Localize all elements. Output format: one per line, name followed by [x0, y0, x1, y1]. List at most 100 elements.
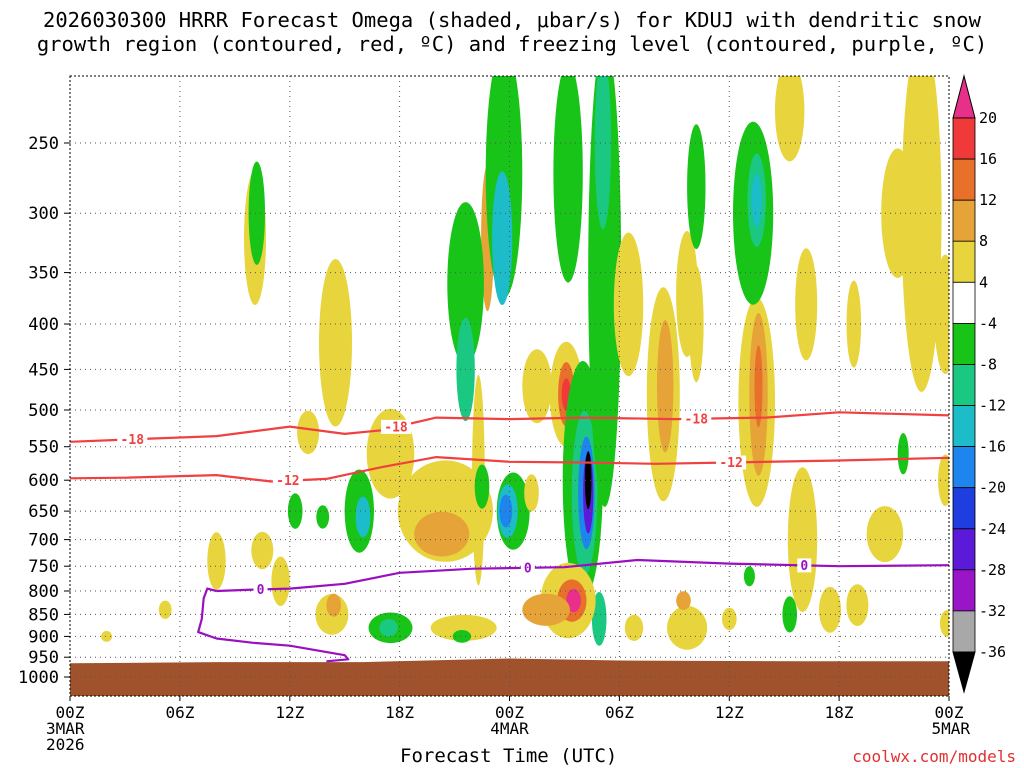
colorbar-label: -32 — [979, 602, 1006, 620]
y-tick-label: 500 — [28, 401, 59, 421]
omega-cell — [782, 596, 797, 633]
y-tick-label: 550 — [28, 438, 59, 458]
y-axis: 2503003504004505005506006507007508008509… — [18, 134, 70, 688]
contour-label: -12 — [276, 474, 299, 489]
colorbar-swatch — [952, 528, 976, 571]
omega-cell — [522, 349, 552, 424]
omega-cell — [319, 259, 352, 427]
omega-cell — [553, 76, 583, 283]
x-tick-label: 3MAR — [46, 719, 85, 738]
omega-cell — [430, 614, 497, 641]
colorbar-swatch — [952, 117, 976, 160]
x-tick-label: 18Z — [825, 703, 854, 722]
terrain-layer — [70, 658, 949, 696]
omega-cell — [452, 630, 472, 643]
y-tick-label: 650 — [28, 502, 59, 522]
contour-line — [216, 558, 949, 593]
colorbar-label: -4 — [979, 314, 997, 332]
contour-line — [197, 587, 350, 663]
omega-cell — [414, 511, 470, 557]
colorbar-swatch — [952, 405, 976, 447]
contour-label: 0 — [524, 561, 532, 576]
omega-cell — [676, 591, 691, 610]
y-tick-label: 600 — [28, 471, 59, 491]
omega-cell — [101, 631, 113, 642]
omega-cell — [566, 588, 581, 613]
colorbar-swatch — [952, 569, 976, 612]
omega-cell — [846, 584, 869, 627]
credit-link[interactable]: coolwx.com/models — [852, 747, 1016, 766]
contour-label-bg — [272, 473, 303, 488]
colorbar: 20 16 12 8 4 -4 -8 -12 -16 -20 -24 -28 -32 -36 — [952, 74, 1006, 694]
colorbar-label: -12 — [979, 397, 1006, 415]
omega-cell — [251, 531, 274, 570]
omega-cell — [901, 76, 942, 392]
contour-label: -18 — [685, 412, 709, 427]
plot-frame — [69, 75, 950, 697]
y-tick-label: 900 — [28, 627, 59, 647]
contour-label-bg — [381, 419, 411, 434]
colorbar-label: 16 — [979, 150, 997, 168]
x-tick-label: 00Z — [56, 703, 85, 722]
omega-cell — [248, 161, 265, 265]
colorbar-swatch — [952, 364, 976, 406]
omega-cell — [594, 76, 612, 230]
colorbar-swatch — [952, 199, 976, 242]
omega-cell — [271, 556, 290, 606]
omega-cell — [687, 124, 706, 250]
omega-cell — [743, 566, 755, 587]
title-line-1: 2026030300 HRRR Forecast Omega (shaded, … — [43, 8, 981, 32]
x-tick-label: 06Z — [605, 703, 634, 722]
omega-cell — [866, 506, 904, 563]
omega-cell — [158, 600, 172, 619]
colorbar-label: -8 — [979, 356, 997, 374]
colorbar-swatch — [952, 610, 976, 653]
omega-cell — [787, 467, 818, 612]
y-tick-label: 300 — [28, 204, 59, 224]
colorbar-label: -24 — [979, 520, 1006, 538]
y-tick-label: 350 — [28, 264, 59, 284]
contour-label-bg — [520, 560, 535, 575]
omega-cell — [775, 76, 805, 162]
contour-label-bg — [797, 558, 812, 573]
contour-label: 0 — [257, 583, 265, 598]
x-tick-label: 2026 — [46, 735, 85, 754]
colorbar-label: -36 — [979, 643, 1006, 661]
grid-lines — [70, 76, 949, 696]
y-tick-label: 850 — [28, 605, 59, 625]
omega-cell — [754, 345, 763, 428]
omega-cell — [624, 614, 644, 641]
contour-label: 0 — [800, 559, 808, 574]
omega-cell — [722, 607, 737, 631]
omega-cell — [751, 173, 762, 227]
y-tick-label: 800 — [28, 582, 59, 602]
y-tick-label: 950 — [28, 648, 59, 668]
omega-cell — [908, 76, 935, 179]
omega-cell — [938, 454, 949, 506]
x-axis-label: Forecast Time (UTC) — [400, 745, 618, 767]
omega-cell — [657, 320, 674, 453]
title-line-2: growth region (contoured, red, ºC) and f… — [36, 32, 988, 56]
x-tick-label: 4MAR — [490, 719, 529, 738]
omega-cell — [846, 280, 862, 368]
colorbar-cap-top — [952, 74, 976, 119]
omega-cell — [819, 586, 841, 633]
x-tick-label: 12Z — [275, 703, 304, 722]
omega-cell — [207, 532, 226, 590]
omega-cell — [795, 248, 818, 361]
omega-cell — [591, 592, 607, 646]
omega-cell — [316, 505, 330, 529]
colorbar-label: -28 — [979, 561, 1006, 579]
omega-shading — [101, 76, 949, 650]
y-tick-label: 250 — [28, 134, 59, 154]
colorbar-label: 12 — [979, 191, 997, 209]
y-tick-label: 1000 — [18, 668, 59, 688]
colorbar-cap-bottom — [952, 651, 976, 694]
y-tick-label: 450 — [28, 360, 59, 380]
omega-cell — [326, 593, 342, 617]
x-tick-label: 5MAR — [931, 719, 970, 738]
omega-cell — [689, 265, 704, 383]
omega-cell — [934, 254, 949, 374]
